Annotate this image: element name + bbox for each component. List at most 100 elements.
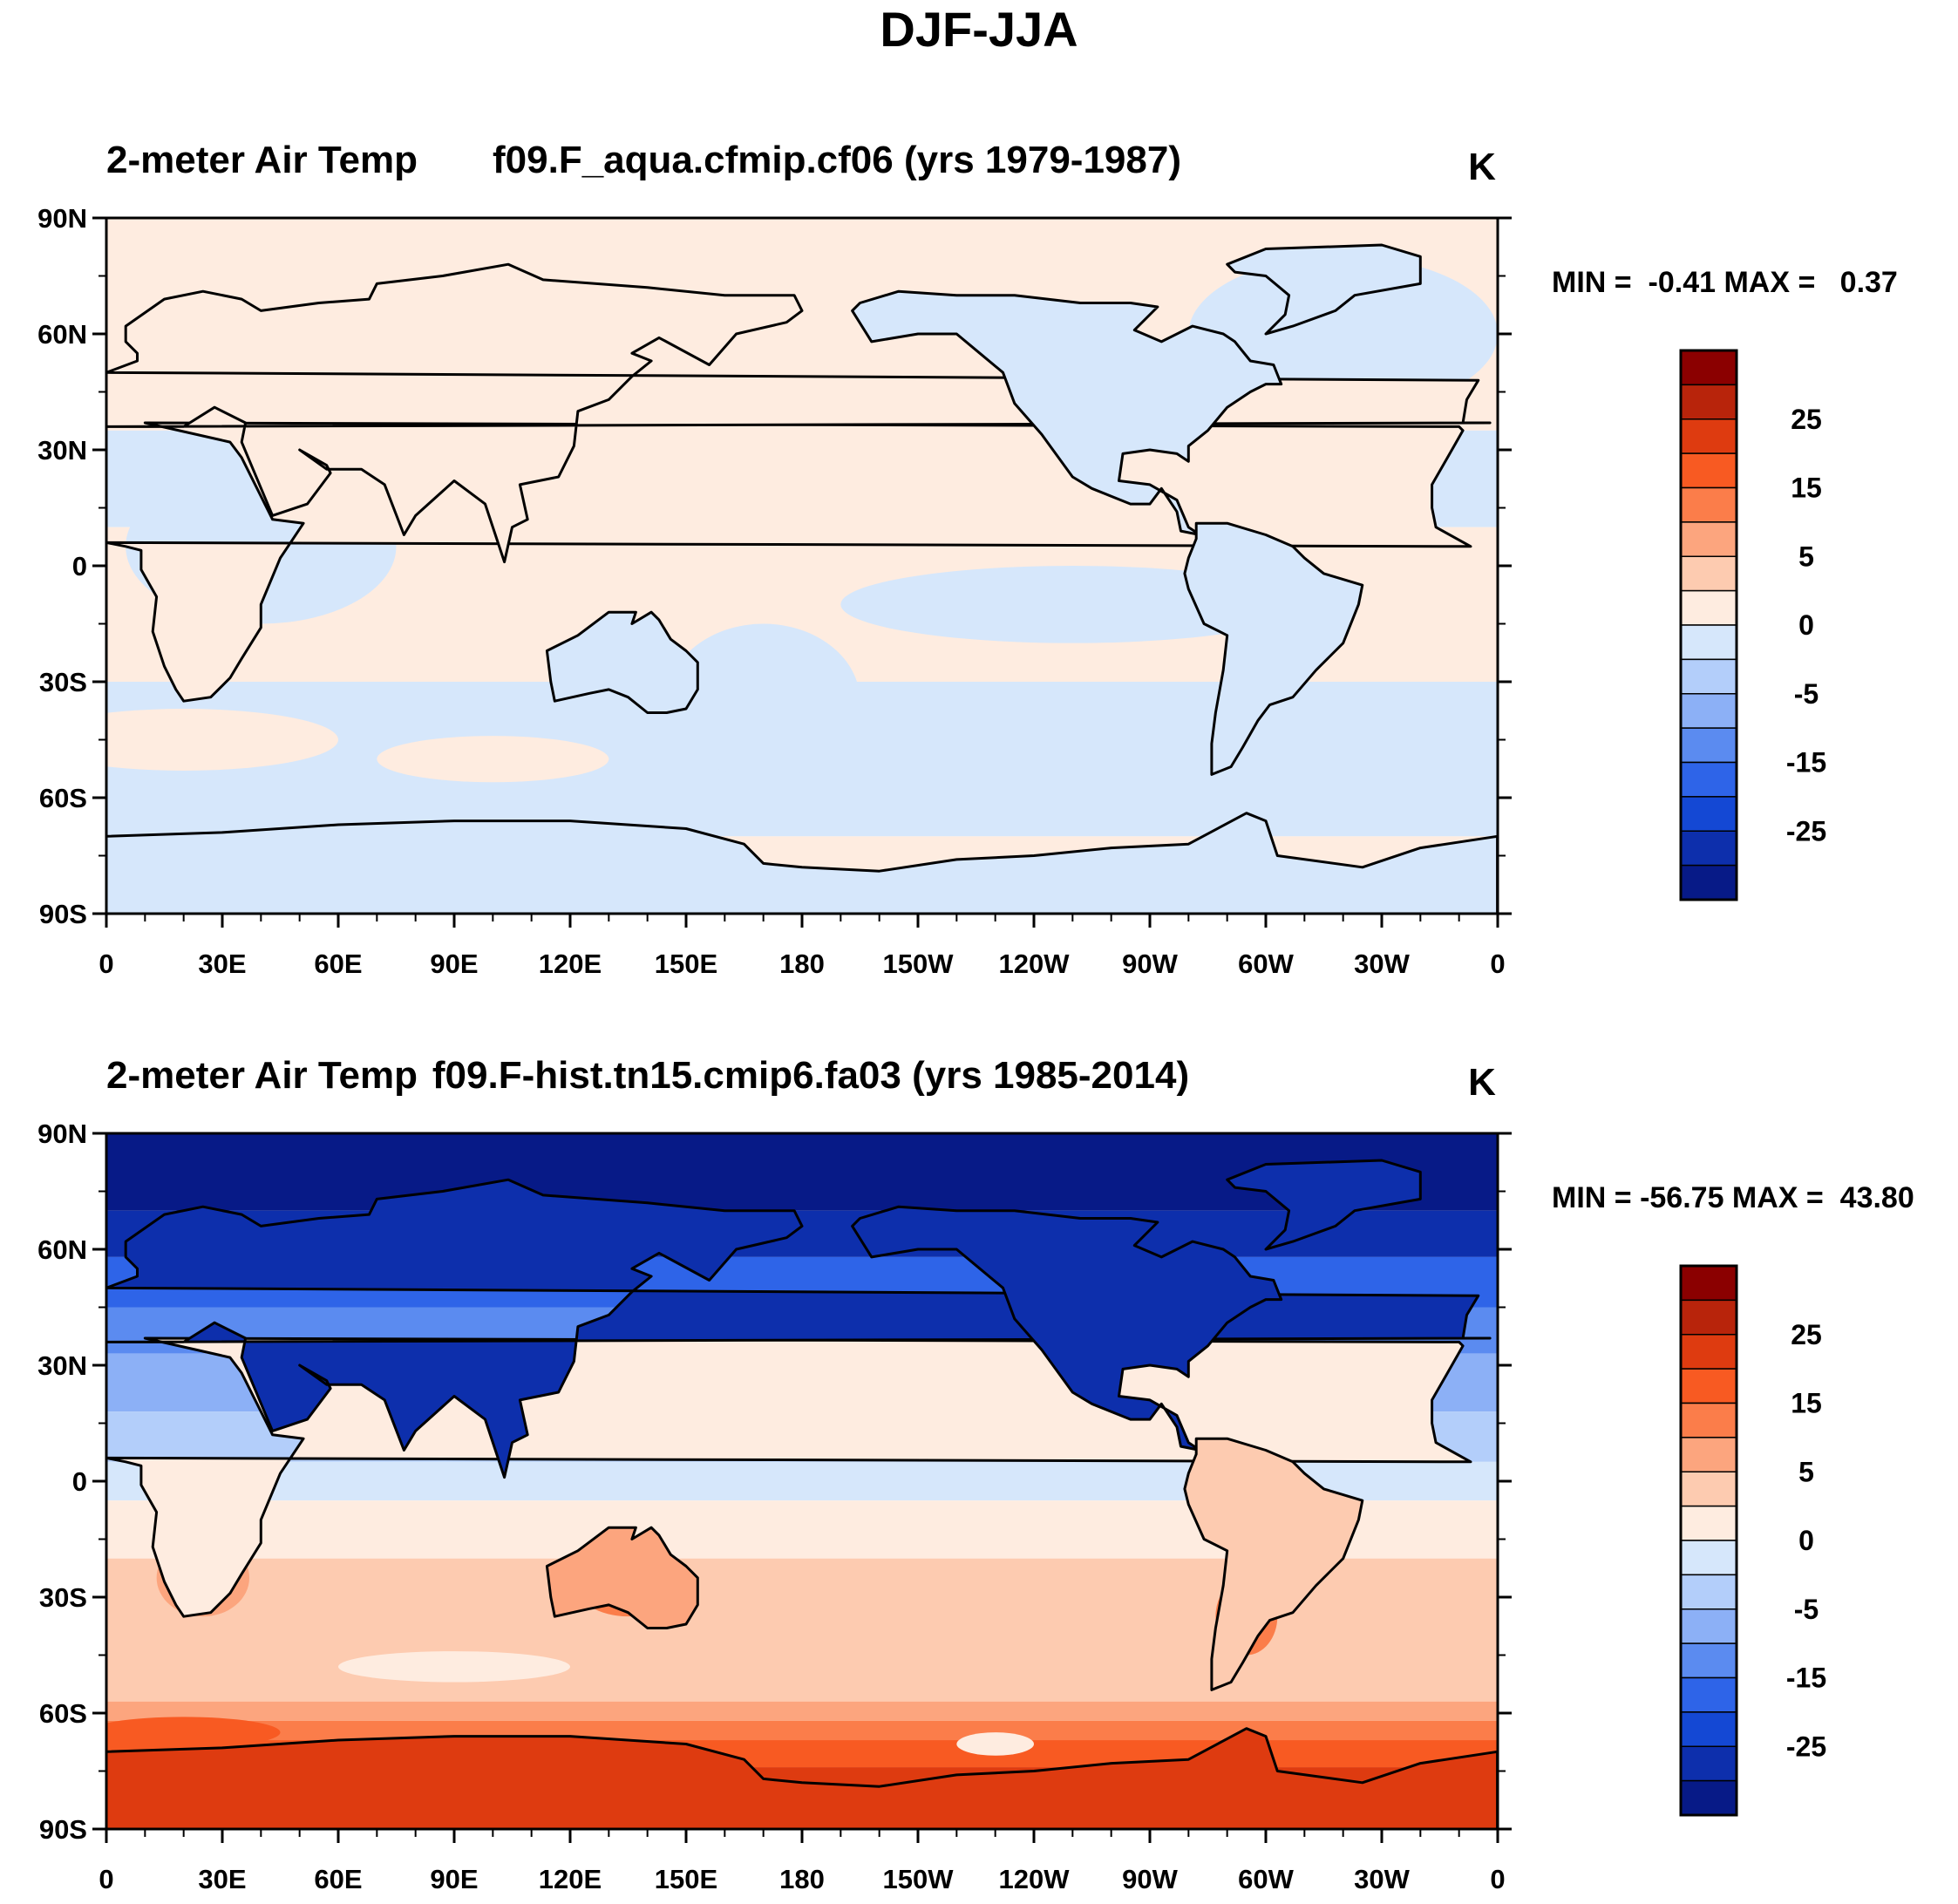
colorbar-label: -15 — [1786, 1663, 1826, 1694]
colorbar-label: -5 — [1794, 678, 1819, 710]
colorbar-box — [1680, 693, 1737, 729]
colorbar-box — [1680, 1265, 1737, 1302]
map-axes: 90N 60N 30N 0 30S 60S 90S 0 30E 60E 90E 120E 150E 180… — [37, 203, 1512, 979]
colorbar-box — [1680, 384, 1737, 420]
lon-label: 120W — [999, 1864, 1071, 1894]
lon-label: 150E — [655, 1864, 717, 1894]
colorbar-label: 25 — [1791, 404, 1822, 435]
field-zone — [106, 1720, 1498, 1741]
colorbar-box — [1680, 1540, 1737, 1576]
lon-label: 120W — [999, 949, 1071, 979]
colorbar-label: 25 — [1791, 1319, 1822, 1350]
colorbar-label: -25 — [1786, 815, 1826, 847]
lon-label: 0 — [99, 1864, 113, 1894]
colorbar: 25 15 5 0 -5 -15 -25 — [1679, 349, 1826, 901]
colorbar-frame — [1679, 349, 1738, 901]
lon-label: 120E — [539, 949, 602, 979]
field-anomaly — [106, 709, 338, 771]
lat-label: 90N — [37, 1119, 87, 1149]
lon-label: 60W — [1238, 1864, 1294, 1894]
coastline-north-america — [851, 1205, 1283, 1452]
colorbar-box — [1680, 761, 1737, 798]
colorbar-box — [1680, 727, 1737, 764]
colorbar-label: 5 — [1798, 541, 1814, 572]
field-zone — [106, 1701, 1498, 1721]
colorbar-box — [1680, 1711, 1737, 1747]
lat-label: 90S — [39, 899, 87, 929]
lat-label: 0 — [72, 551, 87, 581]
field-anomaly — [666, 623, 860, 779]
lon-label: 90W — [1122, 949, 1178, 979]
colorbar-box — [1680, 1745, 1737, 1782]
lat-label: 60S — [39, 1698, 87, 1729]
coastline-antarctica — [106, 1727, 1498, 1829]
field-anomaly — [956, 1732, 1034, 1756]
colorbar-box — [1680, 1676, 1737, 1713]
lat-label: 30N — [37, 1350, 87, 1381]
lon-label: 90W — [1122, 1864, 1178, 1894]
coastline-north-america — [851, 289, 1283, 536]
colorbar-box — [1680, 1574, 1737, 1610]
lon-label: 30E — [198, 949, 246, 979]
panel-units: K — [1468, 1061, 1496, 1104]
lon-label: 60W — [1238, 949, 1294, 979]
lon-label: 90E — [430, 949, 478, 979]
lat-label: 30N — [37, 435, 87, 466]
colorbar-label: -25 — [1786, 1731, 1826, 1762]
coastline-australia — [545, 1526, 699, 1629]
lon-label: 180 — [779, 949, 825, 979]
colorbar-label: 0 — [1798, 1525, 1814, 1556]
temperature-field — [106, 218, 1498, 914]
lat-label: 60S — [39, 783, 87, 813]
lat-label: 90N — [37, 203, 87, 234]
lon-label: 30W — [1354, 949, 1410, 979]
temperature-map-top: 2-meter Air Temp f09.F_aqua.cfmip.cf06 (… — [37, 139, 1898, 979]
colorbar-box — [1680, 521, 1737, 557]
colorbar-box — [1680, 350, 1737, 386]
colorbar-box — [1680, 1402, 1737, 1438]
temperature-map-bottom: 2-meter Air Temp f09.F-hist.tn15.cmip6.f… — [37, 1054, 1914, 1894]
lon-label: 150W — [883, 949, 955, 979]
colorbar-label: -5 — [1794, 1594, 1819, 1625]
coastline-antarctica — [106, 812, 1498, 914]
colorbar-box — [1680, 624, 1737, 661]
field-anomaly — [106, 1717, 281, 1748]
coastline-europe-asia — [106, 1178, 1492, 1479]
lon-label: 30W — [1354, 1864, 1410, 1894]
field-anomaly — [338, 1651, 570, 1683]
lon-label: 150E — [655, 949, 717, 979]
panel-center-title: f09.F-hist.tn15.cmip6.fa03 (yrs 1985-201… — [432, 1054, 1189, 1097]
colorbar-label: 15 — [1791, 1388, 1822, 1419]
coastline-south-america — [1183, 521, 1364, 776]
colorbar-box — [1680, 1608, 1737, 1644]
coastline-south-america — [1183, 1437, 1364, 1691]
lat-label: 30S — [39, 667, 87, 697]
colorbar-box — [1680, 589, 1737, 626]
colorbar-box — [1680, 418, 1737, 454]
lon-label: 120E — [539, 1864, 602, 1894]
figure-title: DJF-JJA — [880, 2, 1078, 57]
colorbar-box — [1680, 555, 1737, 592]
colorbar-label: 5 — [1798, 1456, 1814, 1487]
colorbar: 25 15 5 0 -5 -15 -25 — [1679, 1264, 1826, 1817]
colorbar-frame — [1679, 1264, 1738, 1817]
lon-label: 150W — [883, 1864, 955, 1894]
colorbar-box — [1680, 1505, 1737, 1541]
temperature-field — [106, 1133, 1498, 1829]
panel-left-title: 2-meter Air Temp — [106, 1054, 418, 1097]
coastline-europe-asia — [106, 262, 1492, 564]
lon-label: 30E — [198, 1864, 246, 1894]
lat-label: 90S — [39, 1814, 87, 1845]
colorbar-box — [1680, 830, 1737, 867]
panel-units: K — [1468, 146, 1496, 188]
colorbar-label: 0 — [1798, 609, 1814, 641]
lon-label: 0 — [99, 949, 113, 979]
colorbar-box — [1680, 486, 1737, 523]
map-area — [106, 218, 1498, 914]
panel-center-title: f09.F_aqua.cfmip.cf06 (yrs 1979-1987) — [493, 139, 1181, 181]
map-area — [106, 1133, 1498, 1829]
coastline-greenland — [1226, 243, 1422, 336]
lat-label: 30S — [39, 1582, 87, 1613]
lon-label: 0 — [1490, 1864, 1505, 1894]
colorbar-box — [1680, 864, 1737, 901]
